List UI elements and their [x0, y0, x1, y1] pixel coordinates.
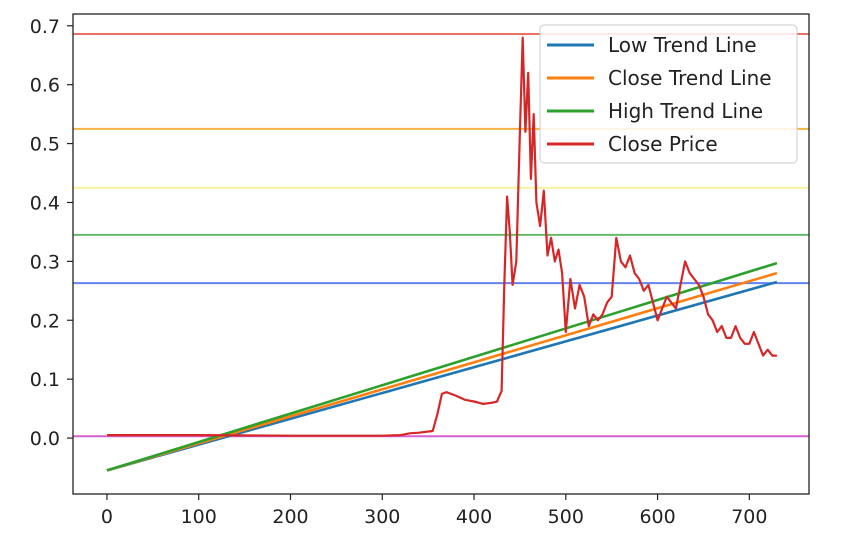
- legend-label-2: High Trend Line: [608, 99, 763, 123]
- series-lines: [106, 36, 778, 472]
- y-axis-ticks: 0.0 0.1 0.2 0.3 0.4 0.5 0.6 0.7: [30, 16, 73, 450]
- x-tick-label-2: 200: [272, 506, 308, 528]
- y-tick-label-0: 0.0: [30, 428, 60, 450]
- x-tick-label-1: 100: [181, 506, 217, 528]
- watermark-text: 头条 @沈默GSL: [692, 521, 831, 543]
- x-tick-label-7: 700: [731, 506, 767, 528]
- y-tick-label-3: 0.3: [30, 251, 60, 273]
- horizontal-reference-lines: [73, 33, 809, 438]
- legend-box: [539, 24, 798, 164]
- legend: Low Trend Line Close Trend Line High Trend…: [539, 24, 798, 164]
- y-tick-label-5: 0.5: [30, 134, 60, 156]
- y-tick-label-1: 0.1: [30, 369, 60, 391]
- series-line-3: [107, 36, 777, 437]
- series-line-0: [106, 280, 778, 472]
- x-tick-label-6: 600: [639, 506, 675, 528]
- legend-label-3: Close Price: [608, 132, 718, 156]
- legend-label-1: Close Trend Line: [608, 66, 772, 90]
- y-tick-label-6: 0.6: [30, 75, 60, 97]
- x-tick-label-3: 300: [364, 506, 400, 528]
- series-line-1: [106, 271, 778, 472]
- y-tick-label-4: 0.4: [30, 192, 60, 214]
- y-tick-label-7: 0.7: [30, 16, 60, 38]
- legend-label-0: Low Trend Line: [608, 33, 757, 57]
- y-tick-label-2: 0.2: [30, 310, 60, 332]
- watermark: 头条 @沈默GSL: [692, 521, 831, 543]
- x-axis-ticks: 0 100 200 300 400 500 600 700: [101, 494, 767, 528]
- x-tick-label-0: 0: [101, 506, 113, 528]
- plot-frame: [72, 13, 810, 495]
- x-tick-label-4: 400: [456, 506, 492, 528]
- x-tick-label-5: 500: [548, 506, 584, 528]
